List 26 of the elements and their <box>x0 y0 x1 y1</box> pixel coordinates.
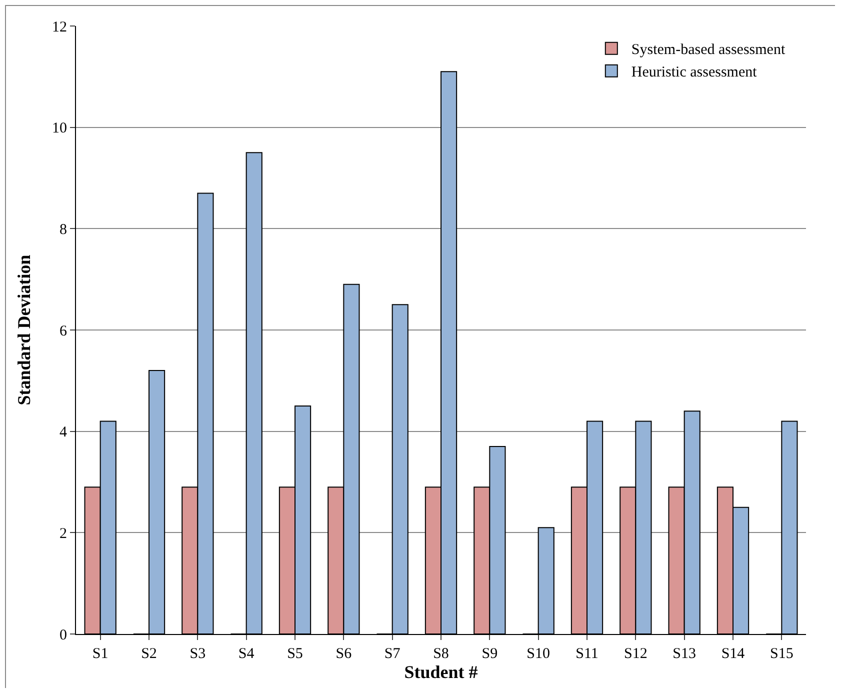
legend-label: Heuristic assessment <box>631 64 758 81</box>
x-tick-label: S2 <box>141 646 157 662</box>
x-axis-title: Student # <box>404 662 478 682</box>
x-tick-label: S5 <box>287 646 303 662</box>
x-tick-label: S14 <box>721 646 746 662</box>
x-tick-label: S15 <box>770 646 794 662</box>
x-tick-label: S4 <box>238 646 255 662</box>
x-tick-label: S13 <box>672 646 696 662</box>
x-tick-label: S11 <box>576 646 598 662</box>
y-tick-label: 2 <box>60 526 67 542</box>
y-tick-label: 12 <box>52 19 67 36</box>
y-tick-label: 4 <box>60 424 68 441</box>
x-tick-label: S3 <box>190 646 206 662</box>
x-tick-label: S6 <box>336 646 352 662</box>
x-tick-label: S9 <box>482 646 498 662</box>
y-axis-title: Standard Deviation <box>14 254 34 406</box>
y-tick-label: 10 <box>52 120 67 137</box>
x-tick-label: S7 <box>384 646 401 662</box>
x-tick-label: S10 <box>526 646 550 662</box>
y-tick-label: 0 <box>60 627 67 644</box>
x-tick-label: S12 <box>624 646 648 662</box>
legend-label: System-based assessment <box>631 42 786 58</box>
y-tick-label: 6 <box>60 323 68 340</box>
x-tick-label: S1 <box>92 646 108 662</box>
x-tick-label: S8 <box>433 646 449 662</box>
y-tick-label: 8 <box>60 222 67 238</box>
